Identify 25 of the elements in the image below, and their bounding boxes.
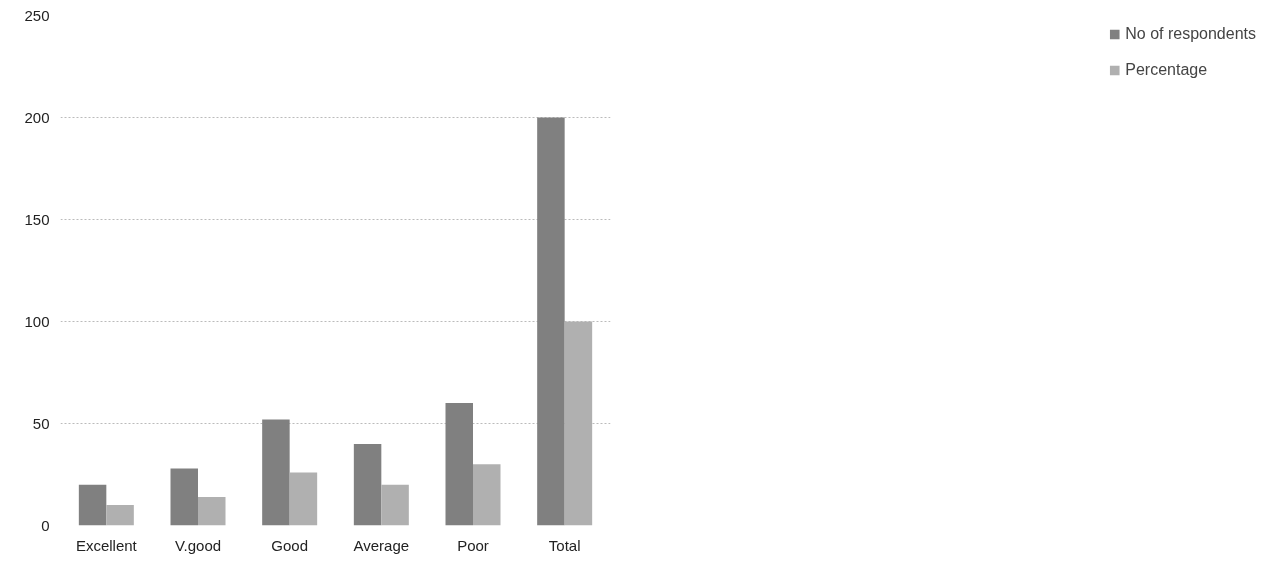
y-tick-label: 0 — [41, 516, 50, 534]
x-tick-label: Poor — [457, 536, 489, 554]
bar — [445, 403, 473, 526]
legend-label: Percentage — [1125, 61, 1208, 79]
x-tick-label: Average — [353, 536, 410, 554]
bar — [78, 484, 107, 526]
bar — [473, 464, 501, 526]
bar — [262, 419, 290, 526]
y-tick-label: 100 — [24, 312, 50, 330]
bar — [170, 468, 198, 526]
y-tick-label: 250 — [24, 6, 50, 24]
bar — [198, 496, 226, 526]
x-tick-label: Total — [548, 536, 581, 554]
x-tick-label: V.good — [174, 536, 222, 554]
y-tick-label: 150 — [24, 210, 50, 228]
bar — [353, 443, 382, 526]
y-tick-label: 200 — [24, 108, 50, 126]
legend-label: No of respondents — [1125, 25, 1256, 43]
x-tick-label: Excellent — [75, 536, 138, 554]
bar — [289, 472, 318, 526]
bar — [106, 505, 134, 526]
x-tick-label: Good — [271, 536, 309, 554]
bar — [381, 484, 409, 526]
y-tick-label: 50 — [32, 414, 50, 432]
bar — [537, 117, 565, 526]
